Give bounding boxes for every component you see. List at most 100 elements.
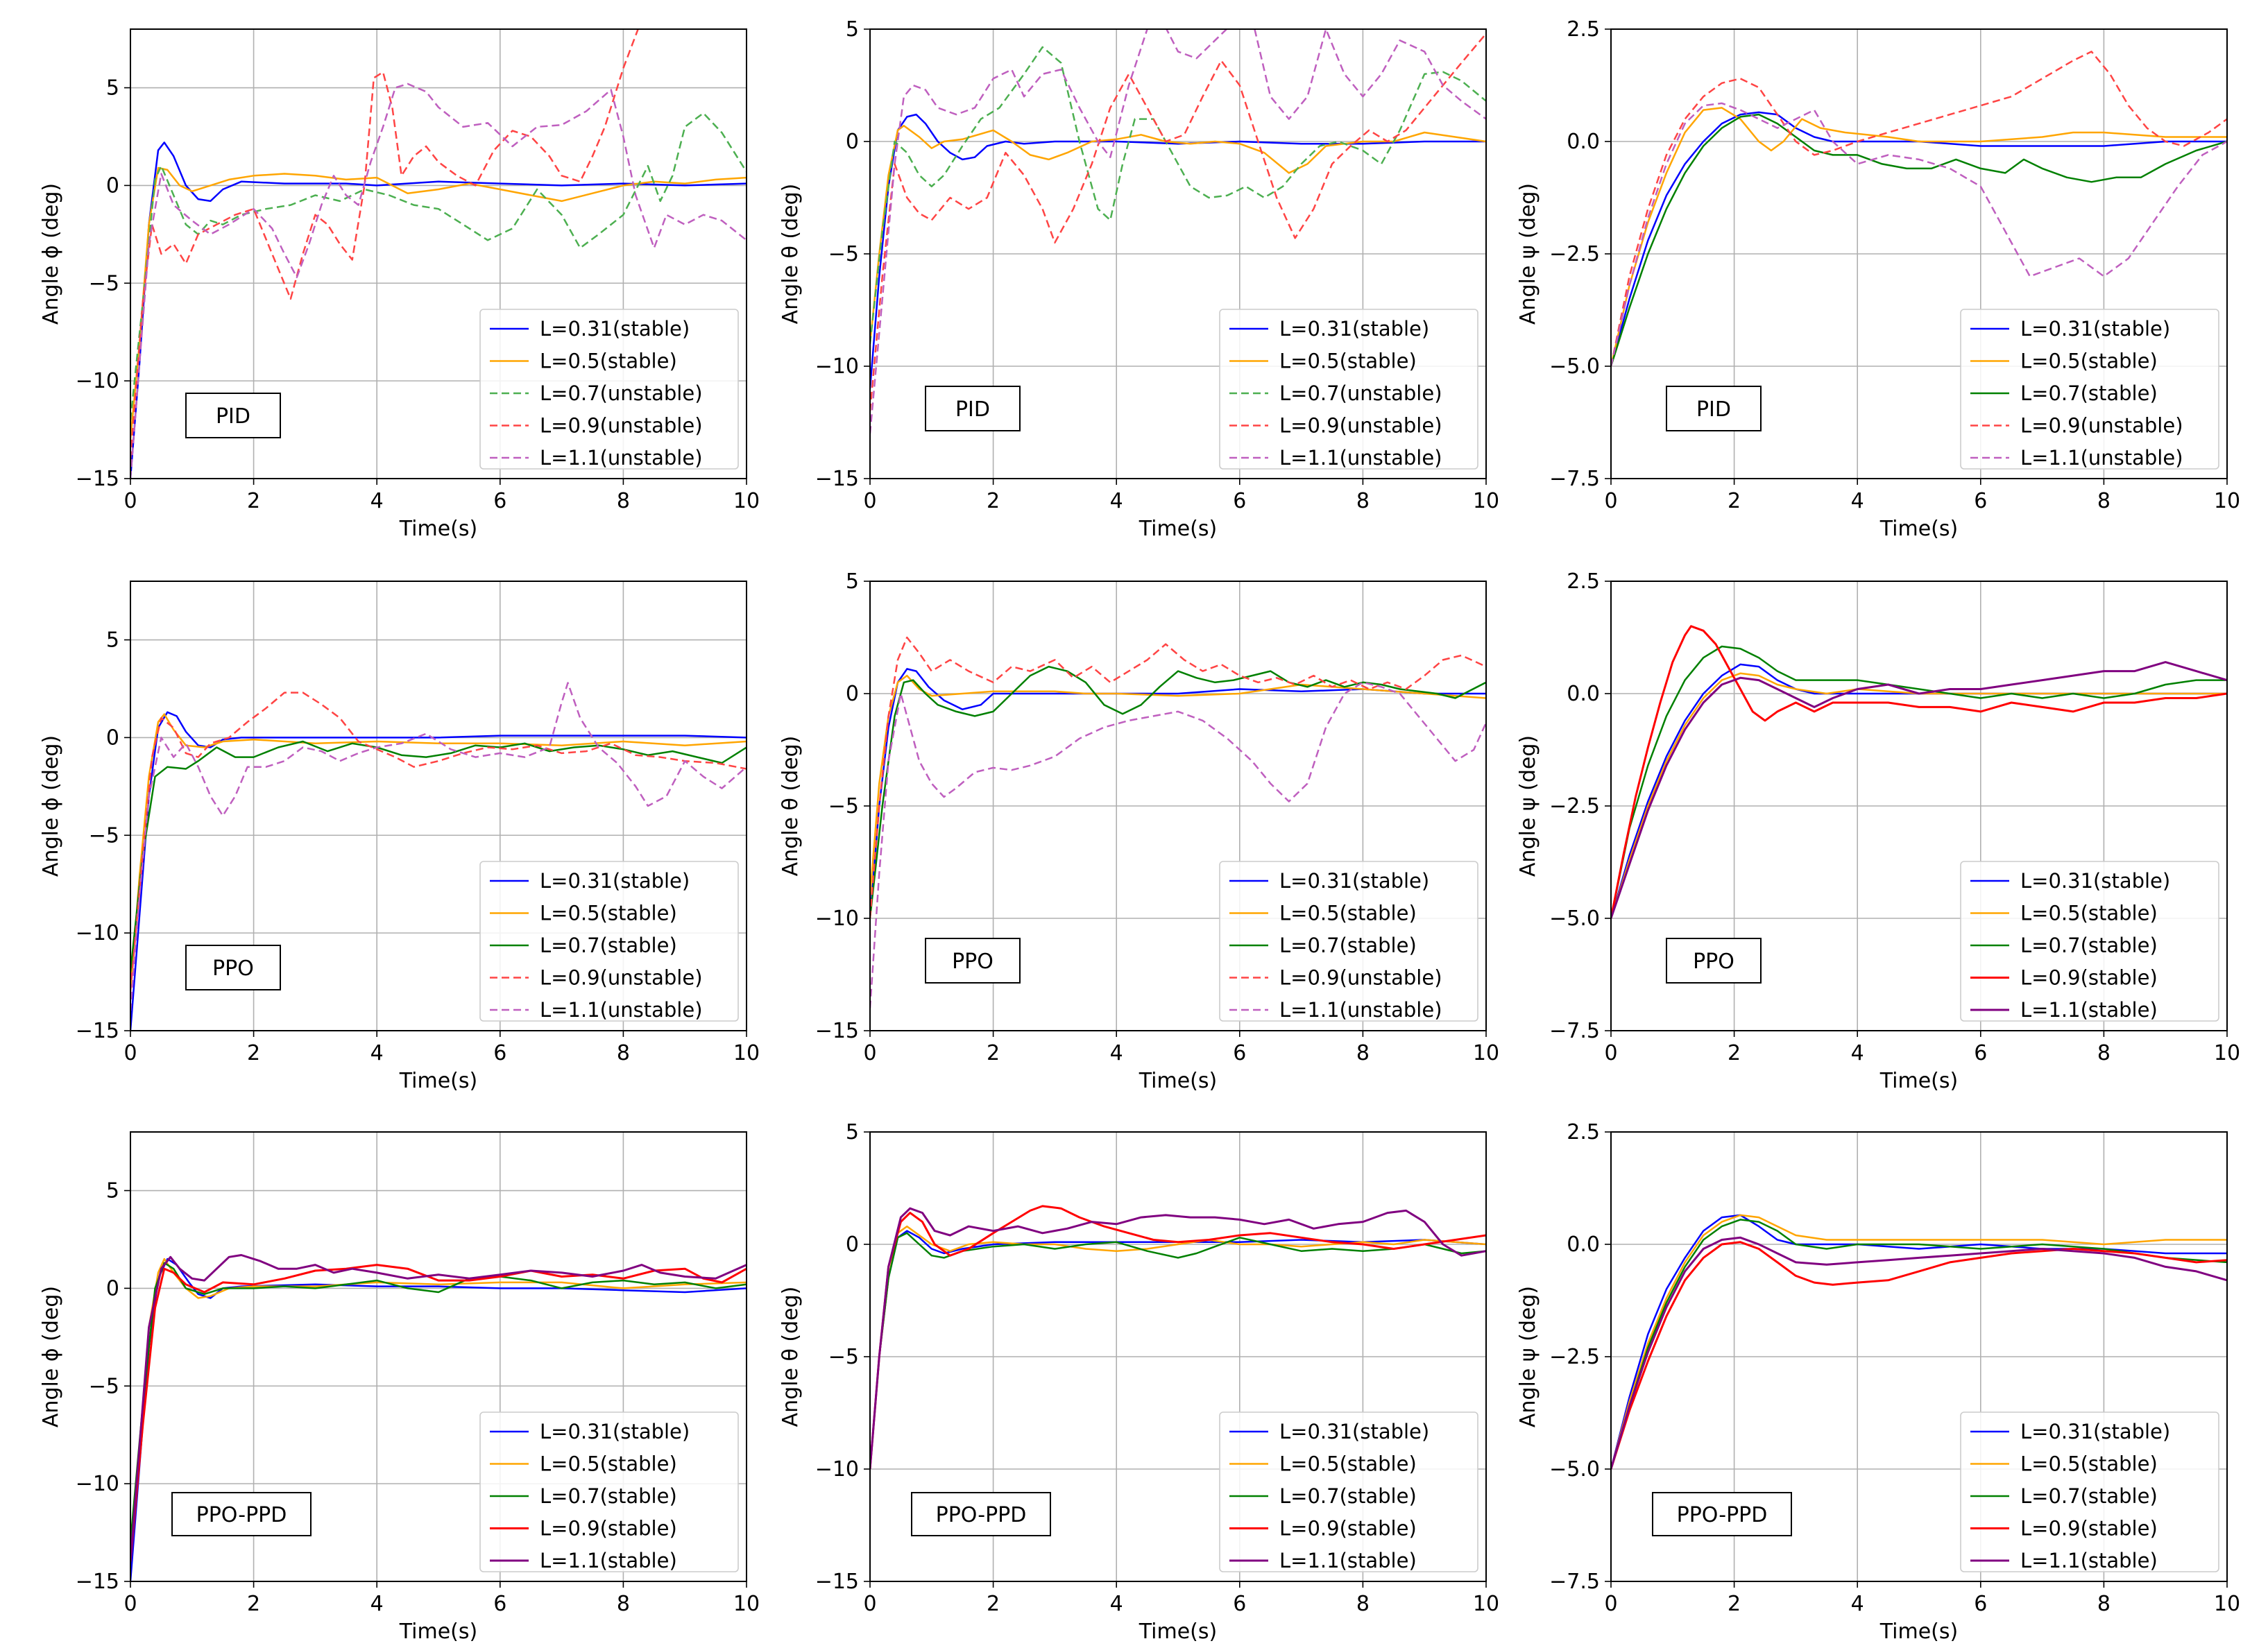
legend-label: L=0.7(stable) — [2020, 934, 2158, 957]
y-tick-label: −15 — [76, 467, 119, 491]
controller-label: PPO — [212, 956, 254, 981]
legend-box — [1960, 861, 2219, 1022]
series-line — [1611, 1236, 2227, 1470]
x-tick-label: 10 — [2214, 1041, 2240, 1065]
y-tick-label: −5.0 — [1549, 354, 1600, 379]
legend-label: L=1.1(unstable) — [1279, 446, 1442, 470]
y-tick-label: 2.5 — [1567, 17, 1600, 42]
controller-label-box — [185, 945, 281, 990]
legend-label: L=0.9(stable) — [2020, 966, 2158, 990]
y-tick-label: 5 — [846, 569, 859, 594]
legend-label: L=1.1(stable) — [2020, 1549, 2158, 1572]
x-tick-label: 6 — [493, 1592, 506, 1616]
x-tick-label: 8 — [2097, 1592, 2111, 1616]
series-line — [870, 681, 1486, 1008]
axes-frame — [130, 581, 747, 1031]
y-tick-label: −15 — [76, 1019, 119, 1043]
legend-box — [479, 1411, 739, 1572]
axes-frame — [869, 28, 1487, 479]
legend-box — [1960, 1411, 2219, 1572]
x-tick-label: 4 — [1110, 1041, 1123, 1065]
y-tick-label: 5 — [106, 1179, 119, 1203]
controller-label-box — [1666, 938, 1762, 984]
x-axis-title: Time(s) — [1879, 517, 1958, 541]
legend-label: L=0.9(unstable) — [1279, 414, 1442, 438]
legend: L=0.31(stable) L=0.5(stable) L=0.7(stable)… — [1960, 861, 2219, 1022]
y-tick-label: −10 — [76, 921, 119, 945]
subplot-pid-phi: 0 2 4 6 8 10 5 0 −5 −10 −15 Time(s) Angle ϕ (deg) L=0… — [39, 28, 760, 541]
legend: L=0.31(stable) L=0.5(stable) L=0.7(stable)… — [1960, 1411, 2219, 1572]
y-tick-label: 2.5 — [1567, 1120, 1600, 1144]
x-tick-label: 10 — [733, 489, 760, 513]
legend-label: L=0.31(stable) — [1279, 869, 1429, 893]
y-axis-title: Angle ϕ (deg) — [39, 183, 63, 325]
controller-label-box — [171, 1492, 312, 1536]
x-tick-label: 6 — [1233, 1592, 1246, 1616]
y-tick-label: 0 — [106, 173, 119, 198]
x-tick-label: 4 — [370, 1041, 384, 1065]
x-tick-label: 8 — [1356, 1592, 1370, 1616]
series-line — [1611, 1219, 2227, 1470]
y-tick-label: −2.5 — [1549, 794, 1600, 818]
y-tick-label: 0 — [846, 130, 859, 154]
x-tick-label: 6 — [1233, 1041, 1246, 1065]
x-tick-label: 0 — [123, 1592, 137, 1616]
legend-label: L=0.5(stable) — [2020, 350, 2158, 373]
legend-label: L=0.9(unstable) — [2020, 414, 2183, 438]
y-axis-title: Angle ψ (deg) — [1516, 1286, 1540, 1427]
y-axis-title: Angle θ (deg) — [778, 736, 803, 877]
series-line — [1611, 107, 2227, 367]
legend-label: L=0.7(stable) — [540, 934, 677, 957]
y-tick-label: 0 — [846, 682, 859, 706]
subplot-ppo-psi: 0 2 4 6 8 10 2.5 0.0 −2.5 −5.0 −7.5 Time(s) Angle ψ … — [1516, 569, 2240, 1093]
series-group — [870, 29, 1486, 434]
axes-frame — [1610, 28, 2228, 479]
y-tick-label: −15 — [76, 1570, 119, 1594]
series-line — [870, 636, 1486, 919]
series-line — [1611, 51, 2227, 367]
series-line — [130, 1264, 747, 1562]
axes-frame — [1610, 1131, 2228, 1582]
y-tick-label: 0 — [846, 1233, 859, 1257]
controller-label: PPO — [1693, 950, 1734, 974]
legend-label: L=0.31(stable) — [540, 317, 690, 341]
subplot-ppo-phi: 0 2 4 6 8 10 5 0 −5 −10 −15 Time(s) Angle ϕ (deg) L=0… — [39, 581, 760, 1093]
x-tick-label: 8 — [2097, 1041, 2111, 1065]
x-axis-title: Time(s) — [399, 1069, 477, 1093]
controller-label: PID — [955, 397, 990, 422]
legend-label: L=0.5(stable) — [2020, 902, 2158, 925]
legend-label: L=1.1(unstable) — [540, 998, 703, 1022]
legend-label: L=0.9(stable) — [1279, 1517, 1417, 1540]
y-axis-title: Angle θ (deg) — [778, 1287, 803, 1427]
y-tick-label: −7.5 — [1549, 1570, 1600, 1594]
x-tick-label: 0 — [863, 489, 876, 513]
x-tick-label: 6 — [1233, 489, 1246, 513]
x-tick-label: 8 — [1356, 1041, 1370, 1065]
y-tick-label: −5 — [89, 1374, 119, 1398]
legend-label: L=0.31(stable) — [540, 869, 690, 893]
controller-label: PID — [216, 404, 250, 429]
x-tick-label: 8 — [617, 1041, 630, 1065]
series-line — [870, 113, 1486, 389]
x-tick-label: 6 — [1974, 1592, 1987, 1616]
x-tick-label: 2 — [247, 1592, 260, 1616]
axes-frame — [130, 1131, 747, 1582]
legend: L=0.31(stable) L=0.5(stable) L=0.7(unstabl… — [479, 309, 739, 470]
x-tick-label: 10 — [1473, 1592, 1499, 1616]
series-line — [1611, 672, 2227, 919]
series-line — [870, 29, 1486, 434]
series-line — [1611, 1241, 2227, 1470]
controller-label-box — [925, 386, 1021, 431]
x-tick-label: 6 — [493, 1041, 506, 1065]
y-axis-title: Angle ψ (deg) — [1516, 183, 1540, 325]
x-tick-label: 10 — [2214, 1592, 2240, 1616]
x-tick-label: 6 — [1974, 1041, 1987, 1065]
y-tick-label: −15 — [815, 1570, 859, 1594]
legend-label: L=0.7(stable) — [1279, 1484, 1417, 1508]
y-tick-label: 0.0 — [1567, 1233, 1600, 1257]
legend-box — [1960, 309, 2219, 470]
subplot-ppo-ppd-theta: 0 2 4 6 8 10 5 0 −5 −10 −15 Time(s) Angle θ (deg) L=0… — [778, 1120, 1499, 1644]
legend-label: L=0.5(stable) — [540, 1452, 677, 1476]
x-tick-label: 8 — [1356, 489, 1370, 513]
subplot-pid-psi: 0 2 4 6 8 10 2.5 0.0 −2.5 −5.0 −7.5 Time(s) Angle ψ … — [1516, 17, 2240, 541]
